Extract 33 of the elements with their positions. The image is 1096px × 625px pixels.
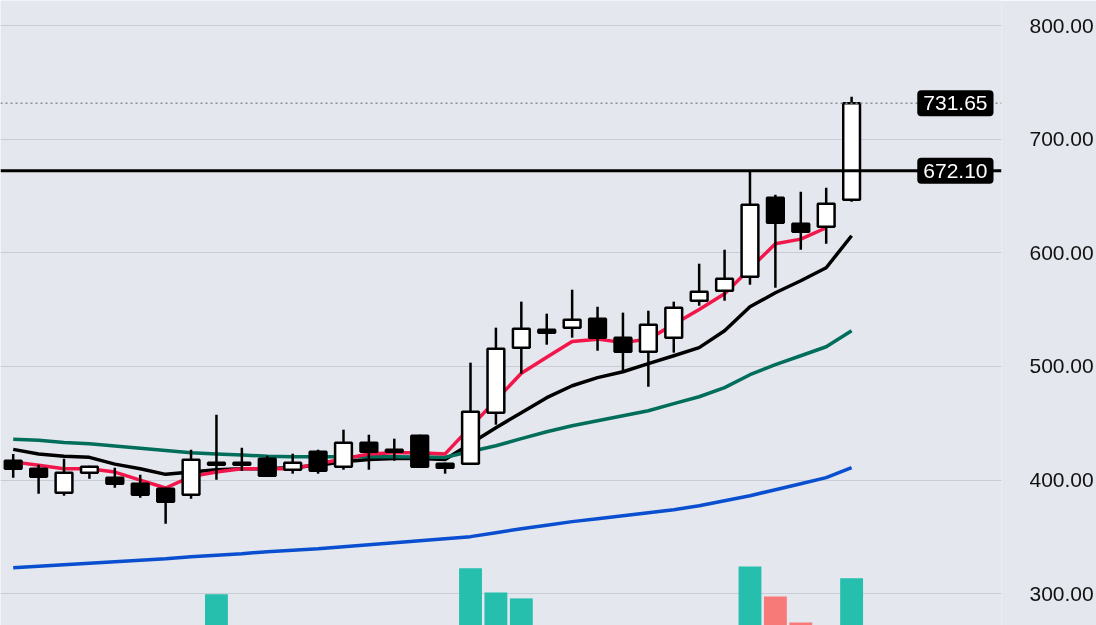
candlestick xyxy=(232,446,252,472)
candlestick xyxy=(613,311,633,372)
y-tick-label: 700.00 xyxy=(1029,127,1094,151)
bar xyxy=(459,568,482,625)
candlestick xyxy=(105,466,125,489)
candlestick xyxy=(3,452,23,480)
bar xyxy=(509,598,533,625)
line-series xyxy=(11,465,854,570)
y-tick-label: 400.00 xyxy=(1029,468,1094,492)
y-tick-label: 300.00 xyxy=(1029,581,1094,605)
candlestick xyxy=(791,190,811,251)
candlestick xyxy=(130,473,150,499)
candlestick xyxy=(359,433,379,471)
bar xyxy=(840,578,864,625)
y-tick-label: 600.00 xyxy=(1029,240,1094,264)
candlestick xyxy=(816,186,836,245)
candlestick xyxy=(384,437,404,462)
ref-line-label: 731.65 xyxy=(923,91,988,115)
bar xyxy=(763,596,787,625)
candlestick xyxy=(562,288,582,339)
y-tick-label: 800.00 xyxy=(1029,13,1094,37)
candlestick xyxy=(511,300,531,375)
bar xyxy=(738,566,762,625)
candlestick xyxy=(714,248,735,302)
candlestick xyxy=(587,305,608,352)
ref-line-label: 672.10 xyxy=(923,158,988,182)
candlestick xyxy=(28,463,49,495)
candlestick xyxy=(689,262,709,307)
candlestick xyxy=(537,312,557,346)
bar xyxy=(205,594,228,625)
y-tick-label: 500.00 xyxy=(1029,354,1094,378)
bar xyxy=(484,592,508,625)
candlestick xyxy=(156,486,176,525)
